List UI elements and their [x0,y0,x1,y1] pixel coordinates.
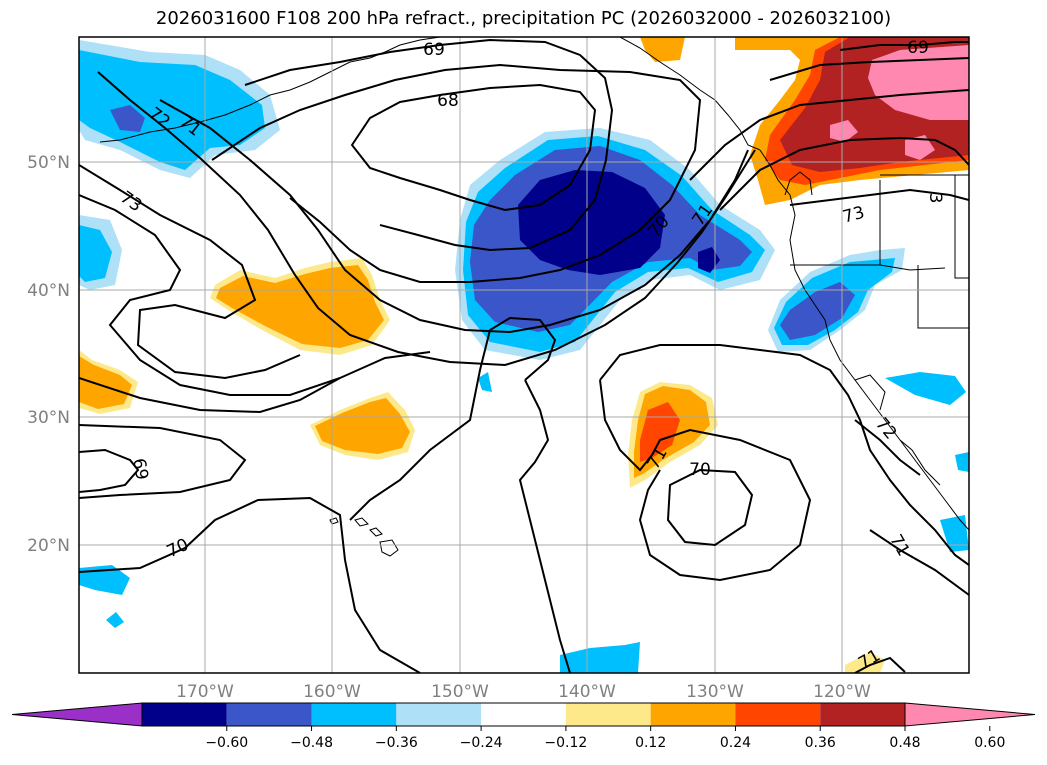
colorbar-swatch [226,703,312,726]
colorbar-swatch [481,703,566,726]
contour-71-se [869,529,969,596]
precip-negative-nw-inner [110,105,145,132]
contour-label-69-ne: 69 [907,38,929,58]
colorbar-tick-label: 0.12 [635,735,666,751]
lon-label-150w: 150°W [431,682,489,702]
precip-negative-sw [79,565,130,595]
colorbar-swatch [142,703,227,726]
lon-label-120w: 120°W [813,682,871,702]
lon-label-160w: 160°W [303,682,361,702]
precip-positive-bottom [845,652,885,673]
contour-71-bottom [854,656,906,673]
contour-71-loop2 [599,379,812,582]
colorbar-tick-label: −0.24 [460,735,503,751]
colorbar-tick-label: 0.36 [805,735,836,751]
colorbar-extend-high [904,702,1036,727]
lon-label-130w: 130°W [686,682,744,702]
lat-label-50n: 50°N [27,153,70,173]
precip-negative-islet [478,372,492,392]
precip-negative-nw-core [79,50,265,170]
contour-72-se [854,419,921,476]
longitude-labels: 170°W 160°W 150°W 140°W 130°W 120°W [176,682,871,702]
precip-negative-west-core [79,225,112,282]
contour-70-right [769,57,969,81]
contour-71-south [79,496,421,673]
colorbar-swatch [820,703,905,726]
lat-label-40n: 40°N [27,281,70,301]
precip-negative-se2 [940,515,969,552]
contour-label-69-top: 69 [423,40,445,60]
contour-71 [159,99,749,334]
colorbar-tick-label: −0.48 [290,735,333,751]
colorbar-swatch [735,703,821,726]
contour-70-closed [666,468,754,547]
contour-71-loop [599,344,969,566]
precip-positive-ne-pink2 [830,120,858,142]
lon-label-140w: 140°W [558,682,616,702]
map-title: 2026031600 F108 200 hPa refract., precip… [155,8,892,29]
contour-72-right [689,89,969,181]
colorbar-swatch [396,703,482,726]
contour-70-ns [349,316,557,521]
precip-negative-se [885,372,966,405]
colorbar-tick-label: 0.24 [720,735,751,751]
precip-positive-west-core [79,356,132,409]
colorbar-swatch [650,703,736,726]
contour-label-3-e: 3 [925,193,945,204]
contour-69-sw [79,448,140,493]
contour-69-top [244,38,614,252]
refractivity-contours [79,38,969,673]
contour-72-left [79,194,431,396]
precip-negative-ca-core [780,282,855,340]
contour-72 [97,71,756,367]
precip-negative-se3 [955,452,969,472]
colorbar-tick-label: 0.60 [974,735,1005,751]
precip-positive-ne-pink [868,45,969,120]
contour-68 [350,83,597,212]
contour-73 [79,164,301,380]
precip-positive-ne-pink3 [905,135,935,160]
contour-71-sw [79,377,341,414]
contour-label-68: 68 [437,91,459,111]
contour-71-ns [518,379,571,673]
contour-69-right [839,41,969,51]
colorbar-tick-label: −0.12 [544,735,587,751]
contour-label-69-sw: 69 [128,457,151,482]
colorbar-tick-label: −0.60 [205,735,248,751]
colorbar-swatch [565,703,651,726]
lat-label-20n: 20°N [27,536,70,556]
contour-73-right [719,136,969,211]
map-layers: 69 68 72 71 73 70 71 69 73 3 69 70 71 70… [79,37,969,673]
colorbar-swatch [311,703,397,726]
precip-negative-s [560,642,640,673]
contour-70 [211,63,702,283]
latitude-labels: 50°N 40°N 30°N 20°N [27,153,70,556]
precip-negative-sw-dot [106,612,124,628]
map-frame [78,36,970,674]
colorbar-extend-low [11,702,143,727]
lon-label-170w: 170°W [176,682,234,702]
colorbar-tick-label: 0.48 [889,735,920,751]
colorbar-frame [141,702,906,727]
colorbar-tick-label: −0.36 [375,735,418,751]
colorbar: −0.60 −0.48 −0.36 −0.24 −0.12 0.12 0.24 0.36 0.4… [11,702,1036,751]
contour-label-70-s: 70 [689,460,711,480]
graticule [79,37,969,673]
lat-label-30n: 30°N [27,408,70,428]
precip-positive-30n-core [315,398,410,454]
contour-70-left [79,424,247,499]
contour-71-right [789,188,969,206]
